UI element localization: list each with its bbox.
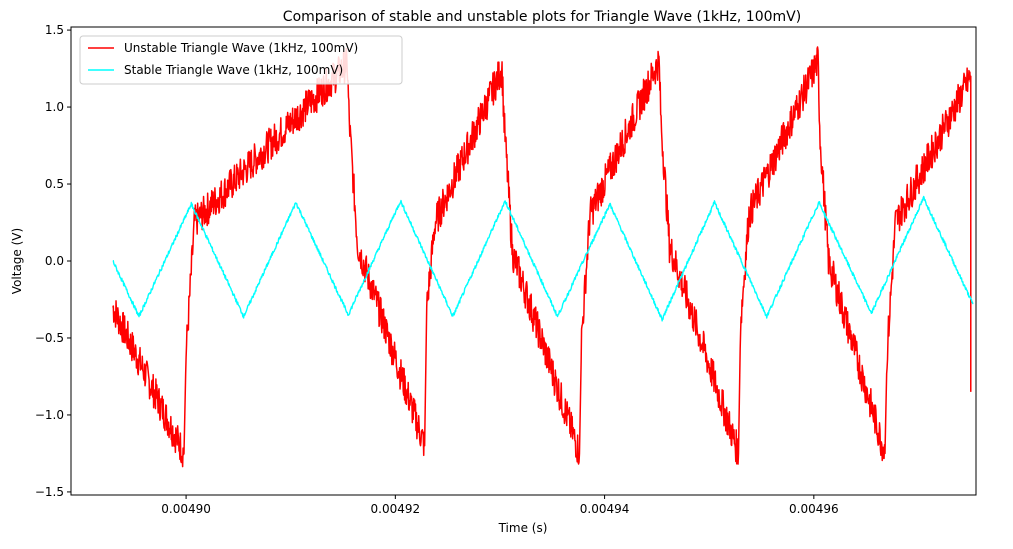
- y-tick-label: 0.5: [45, 177, 64, 191]
- x-tick-label: 0.00492: [371, 502, 421, 516]
- x-axis-label: Time (s): [498, 521, 548, 535]
- y-tick-label: 1.5: [45, 23, 64, 37]
- y-axis-label: Voltage (V): [10, 228, 24, 294]
- series-stable-line: [112, 195, 974, 322]
- y-tick-label: −1.5: [35, 485, 64, 499]
- x-tick-label: 0.00496: [789, 502, 839, 516]
- y-tick-label: −0.5: [35, 331, 64, 345]
- series-unstable-line: [112, 46, 972, 468]
- y-tick-label: 1.0: [45, 100, 64, 114]
- y-tick-label: 0.0: [45, 254, 64, 268]
- legend: Unstable Triangle Wave (1kHz, 100mV) Sta…: [79, 35, 403, 85]
- x-tick-label: 0.00490: [161, 502, 211, 516]
- chart-title: Comparison of stable and unstable plots …: [283, 9, 801, 25]
- x-tick-label: 0.00494: [580, 502, 630, 516]
- legend-box: [79, 35, 403, 85]
- plot-frame: [70, 26, 977, 496]
- legend-label-unstable: Unstable Triangle Wave (1kHz, 100mV): [124, 41, 358, 55]
- legend-label-stable: Stable Triangle Wave (1kHz, 100mV): [124, 63, 343, 77]
- x-axis: 0.00490 0.00492 0.00494 0.00496: [161, 495, 839, 516]
- y-axis: −1.5 −1.0 −0.5 0.0 0.5 1.0 1.5: [35, 23, 71, 499]
- plot-lines: [112, 46, 974, 468]
- y-tick-label: −1.0: [35, 408, 64, 422]
